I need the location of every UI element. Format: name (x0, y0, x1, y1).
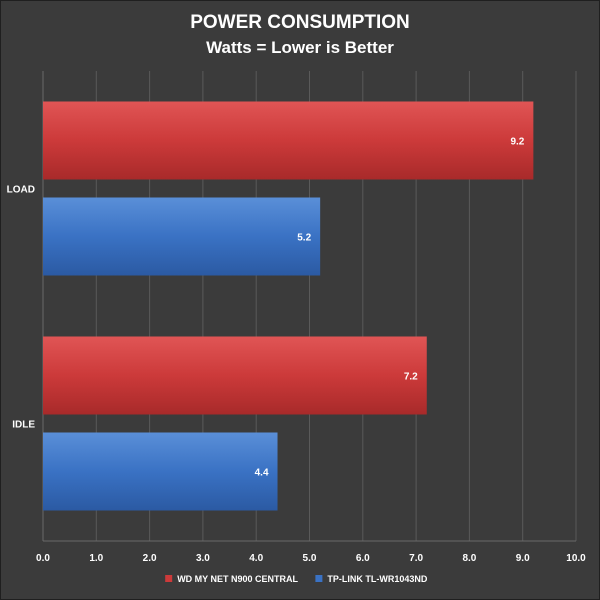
label-layer: 9.2 5.2 7.2 4.4 (255, 137, 525, 479)
category-label: IDLE (12, 420, 35, 431)
bar-load-series-1 (43, 101, 534, 180)
bar-idle-series-1 (43, 336, 427, 415)
bar-layer (43, 101, 534, 511)
data-label: 4.4 (255, 468, 269, 479)
chart-title: POWER CONSUMPTION (190, 12, 410, 33)
category-label: LOAD (7, 185, 35, 196)
legend-swatch (165, 575, 173, 582)
x-tick-label: 9.0 (516, 553, 530, 564)
data-label: 9.2 (510, 137, 524, 148)
legend: WD MY NET N900 CENTRAL TP-LINK TL-WR1043N… (165, 574, 428, 584)
data-label: 5.2 (297, 233, 311, 244)
bar-idle-series-2 (43, 432, 278, 511)
x-tick-label: 1.0 (89, 553, 103, 564)
x-tick-label: 7.0 (409, 553, 423, 564)
x-tick-label: 8.0 (462, 553, 476, 564)
x-tick-label: 4.0 (249, 553, 263, 564)
x-tick-label: 3.0 (196, 553, 210, 564)
x-tick-label: 0.0 (36, 553, 50, 564)
x-tick-label: 10.0 (566, 553, 586, 564)
x-tick-label: 2.0 (143, 553, 157, 564)
y-axis-categories: LOAD IDLE (7, 185, 36, 431)
chart-subtitle: Watts = Lower is Better (206, 38, 394, 57)
data-label: 7.2 (404, 372, 418, 383)
legend-label: TP-LINK TL-WR1043ND (327, 574, 428, 584)
bar-load-series-2 (43, 197, 321, 276)
x-tick-label: 6.0 (356, 553, 370, 564)
x-tick-label: 5.0 (303, 553, 317, 564)
legend-swatch (315, 575, 323, 582)
legend-label: WD MY NET N900 CENTRAL (177, 574, 298, 584)
x-axis-ticks: 0.0 1.0 2.0 3.0 4.0 5.0 6.0 7.0 8.0 9.0 10.0 (36, 553, 586, 564)
